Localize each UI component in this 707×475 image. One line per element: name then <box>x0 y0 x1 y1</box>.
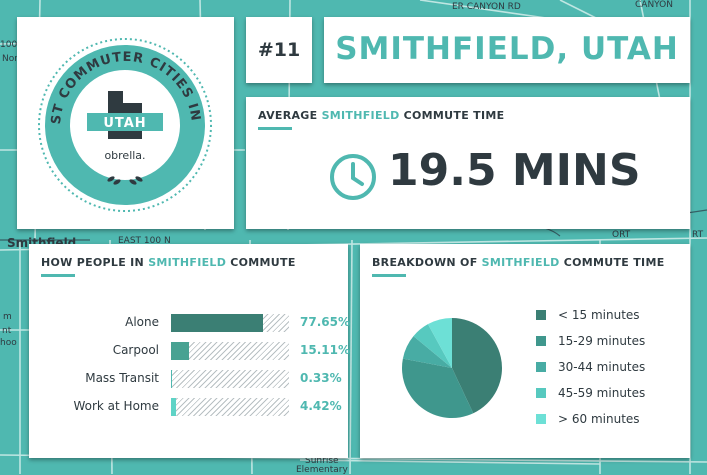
legend-label: 15-29 minutes <box>558 334 646 348</box>
bar-value-label: 77.65% <box>300 315 350 329</box>
legend-label: < 15 minutes <box>558 308 640 322</box>
average-commute-value: 19.5 MINS <box>388 145 641 196</box>
map-label-elementary: Elementary <box>296 465 348 475</box>
legend-swatch <box>536 388 546 398</box>
map-label-rt: RT <box>692 230 704 240</box>
badge-brand: obrella. <box>104 149 145 162</box>
average-commute-panel: AVERAGE SMITHFIELD COMMUTE TIME 19.5 MIN… <box>246 97 690 229</box>
average-title-underline <box>258 127 292 130</box>
legend-label: 30-44 minutes <box>558 360 646 374</box>
bar-track <box>171 314 289 332</box>
bar <box>171 370 172 388</box>
pie-slice <box>413 324 452 368</box>
bar-track <box>171 398 289 416</box>
legend-swatch <box>536 362 546 372</box>
bar-value-label: 15.11% <box>300 343 350 357</box>
pie-slice <box>402 336 452 368</box>
map-label-hoo: hoo <box>0 338 17 348</box>
map-label-100-n: 100 N <box>0 40 27 50</box>
map-label-sunrise: Sunrise <box>305 456 339 466</box>
badge-ribbon <box>87 113 163 131</box>
legend-swatch <box>536 414 546 424</box>
map-label-north: North <box>2 54 28 64</box>
commute-time-pie <box>402 318 502 418</box>
legend-swatch <box>536 336 546 346</box>
bar-label: Mass Transit <box>85 371 159 385</box>
laurel-icon <box>107 176 143 185</box>
map-label-canyon-rd: ER CANYON RD <box>452 2 521 12</box>
commute-modes-title: HOW PEOPLE IN SMITHFIELD COMMUTE <box>41 256 296 269</box>
breakdown-underline <box>372 274 406 277</box>
legend-label: 45-59 minutes <box>558 386 646 400</box>
average-commute-title: AVERAGE SMITHFIELD COMMUTE TIME <box>258 109 505 122</box>
breakdown-panel: BREAKDOWN OF SMITHFIELD COMMUTE TIME < 1… <box>360 244 690 458</box>
bar-label: Alone <box>125 315 159 329</box>
bar-track <box>171 370 289 388</box>
bar-value-label: 4.42% <box>300 399 342 413</box>
pie-slice <box>427 318 452 368</box>
badge-panel: 15 BEST COMMUTER CITIES IN UTAH UTAH obr… <box>11 6 234 229</box>
bar <box>171 398 177 416</box>
best-commuter-badge: 15 BEST COMMUTER CITIES IN UTAH UTAH obr… <box>11 6 212 212</box>
map-label-east-100-n: EAST 100 N <box>118 236 171 246</box>
legend-label: > 60 minutes <box>558 412 640 426</box>
pie-slice <box>402 358 474 418</box>
map-label-m: m <box>3 312 12 322</box>
bar-value-label: 0.33% <box>300 371 342 385</box>
bar-label: Carpool <box>112 343 159 357</box>
rank-label: #11 <box>257 39 301 61</box>
city-title: SMITHFIELD, UTAH <box>335 31 679 67</box>
map-label-canyon: CANYON <box>635 0 673 10</box>
badge-state-label: UTAH <box>103 116 146 131</box>
bar <box>171 314 263 332</box>
legend-swatch <box>536 310 546 320</box>
pie-slice <box>452 318 502 414</box>
city-title-panel: SMITHFIELD, UTAH <box>324 17 690 83</box>
badge-dotted-ring <box>38 38 212 212</box>
bar-track <box>171 342 289 360</box>
breakdown-title: BREAKDOWN OF SMITHFIELD COMMUTE TIME <box>372 256 665 269</box>
map-label-nt: nt <box>2 326 12 336</box>
map-label-ort: ORT <box>612 230 631 240</box>
commute-modes-panel: HOW PEOPLE IN SMITHFIELD COMMUTE Alone 77… <box>29 244 350 458</box>
clock-icon <box>330 154 376 200</box>
bar <box>171 342 189 360</box>
rank-panel: #11 <box>246 17 312 83</box>
commute-modes-underline <box>41 274 75 277</box>
bar-label: Work at Home <box>73 399 159 413</box>
